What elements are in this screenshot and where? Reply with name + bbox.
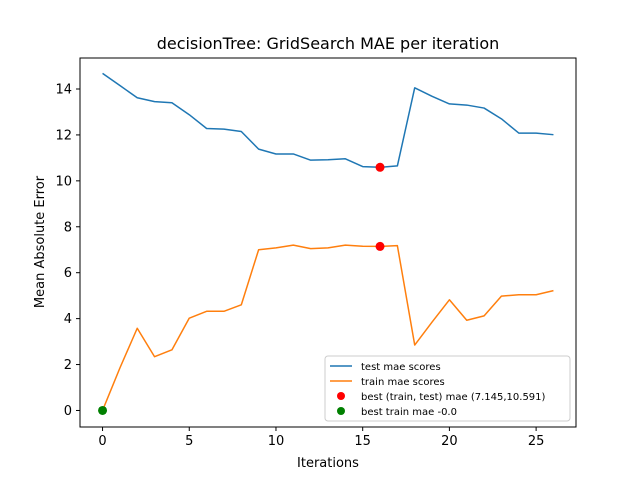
legend-box bbox=[324, 355, 571, 422]
x-tick-label: 0 bbox=[98, 434, 106, 449]
y-tick-label: 2 bbox=[64, 358, 72, 373]
legend-label-train: train mae scores bbox=[361, 377, 445, 388]
y-tick-label: 10 bbox=[55, 174, 72, 189]
best-marker-1 bbox=[375, 162, 385, 172]
axis-ticks: 0 5 10 15 20 25 0 2 4 6 8 10 12 14 bbox=[55, 82, 544, 449]
x-axis-label: Iterations bbox=[297, 456, 359, 471]
plot-area bbox=[98, 72, 554, 415]
y-tick-label: 0 bbox=[64, 404, 72, 419]
x-tick-label: 20 bbox=[441, 434, 458, 449]
legend-label-best-train: best train mae -0.0 bbox=[361, 407, 457, 418]
x-tick-label: 25 bbox=[528, 434, 545, 449]
y-tick-label: 8 bbox=[64, 220, 72, 235]
legend-label-test: test mae scores bbox=[361, 362, 441, 373]
best-marker-0 bbox=[375, 241, 385, 251]
y-tick-label: 12 bbox=[55, 128, 72, 143]
series-line-train bbox=[101, 244, 554, 411]
y-axis-label: Mean Absolute Error bbox=[33, 175, 48, 308]
legend-marker-best-train bbox=[337, 407, 345, 415]
series-line-test bbox=[102, 72, 554, 169]
legend: test mae scores train mae scores best (t… bbox=[324, 355, 571, 422]
axes-frame bbox=[79, 57, 577, 428]
y-tick-label: 14 bbox=[55, 82, 72, 97]
chart-title: decisionTree: GridSearch MAE per iterati… bbox=[157, 34, 500, 53]
x-tick-label: 10 bbox=[268, 434, 285, 449]
x-tick-label: 15 bbox=[354, 434, 371, 449]
y-tick-label: 4 bbox=[64, 312, 72, 327]
best-train-marker-0 bbox=[98, 405, 108, 415]
x-tick-label: 5 bbox=[185, 434, 193, 449]
legend-marker-best bbox=[337, 392, 345, 400]
y-tick-label: 6 bbox=[64, 266, 72, 281]
legend-label-best: best (train, test) mae (7.145,10.591) bbox=[361, 392, 546, 403]
